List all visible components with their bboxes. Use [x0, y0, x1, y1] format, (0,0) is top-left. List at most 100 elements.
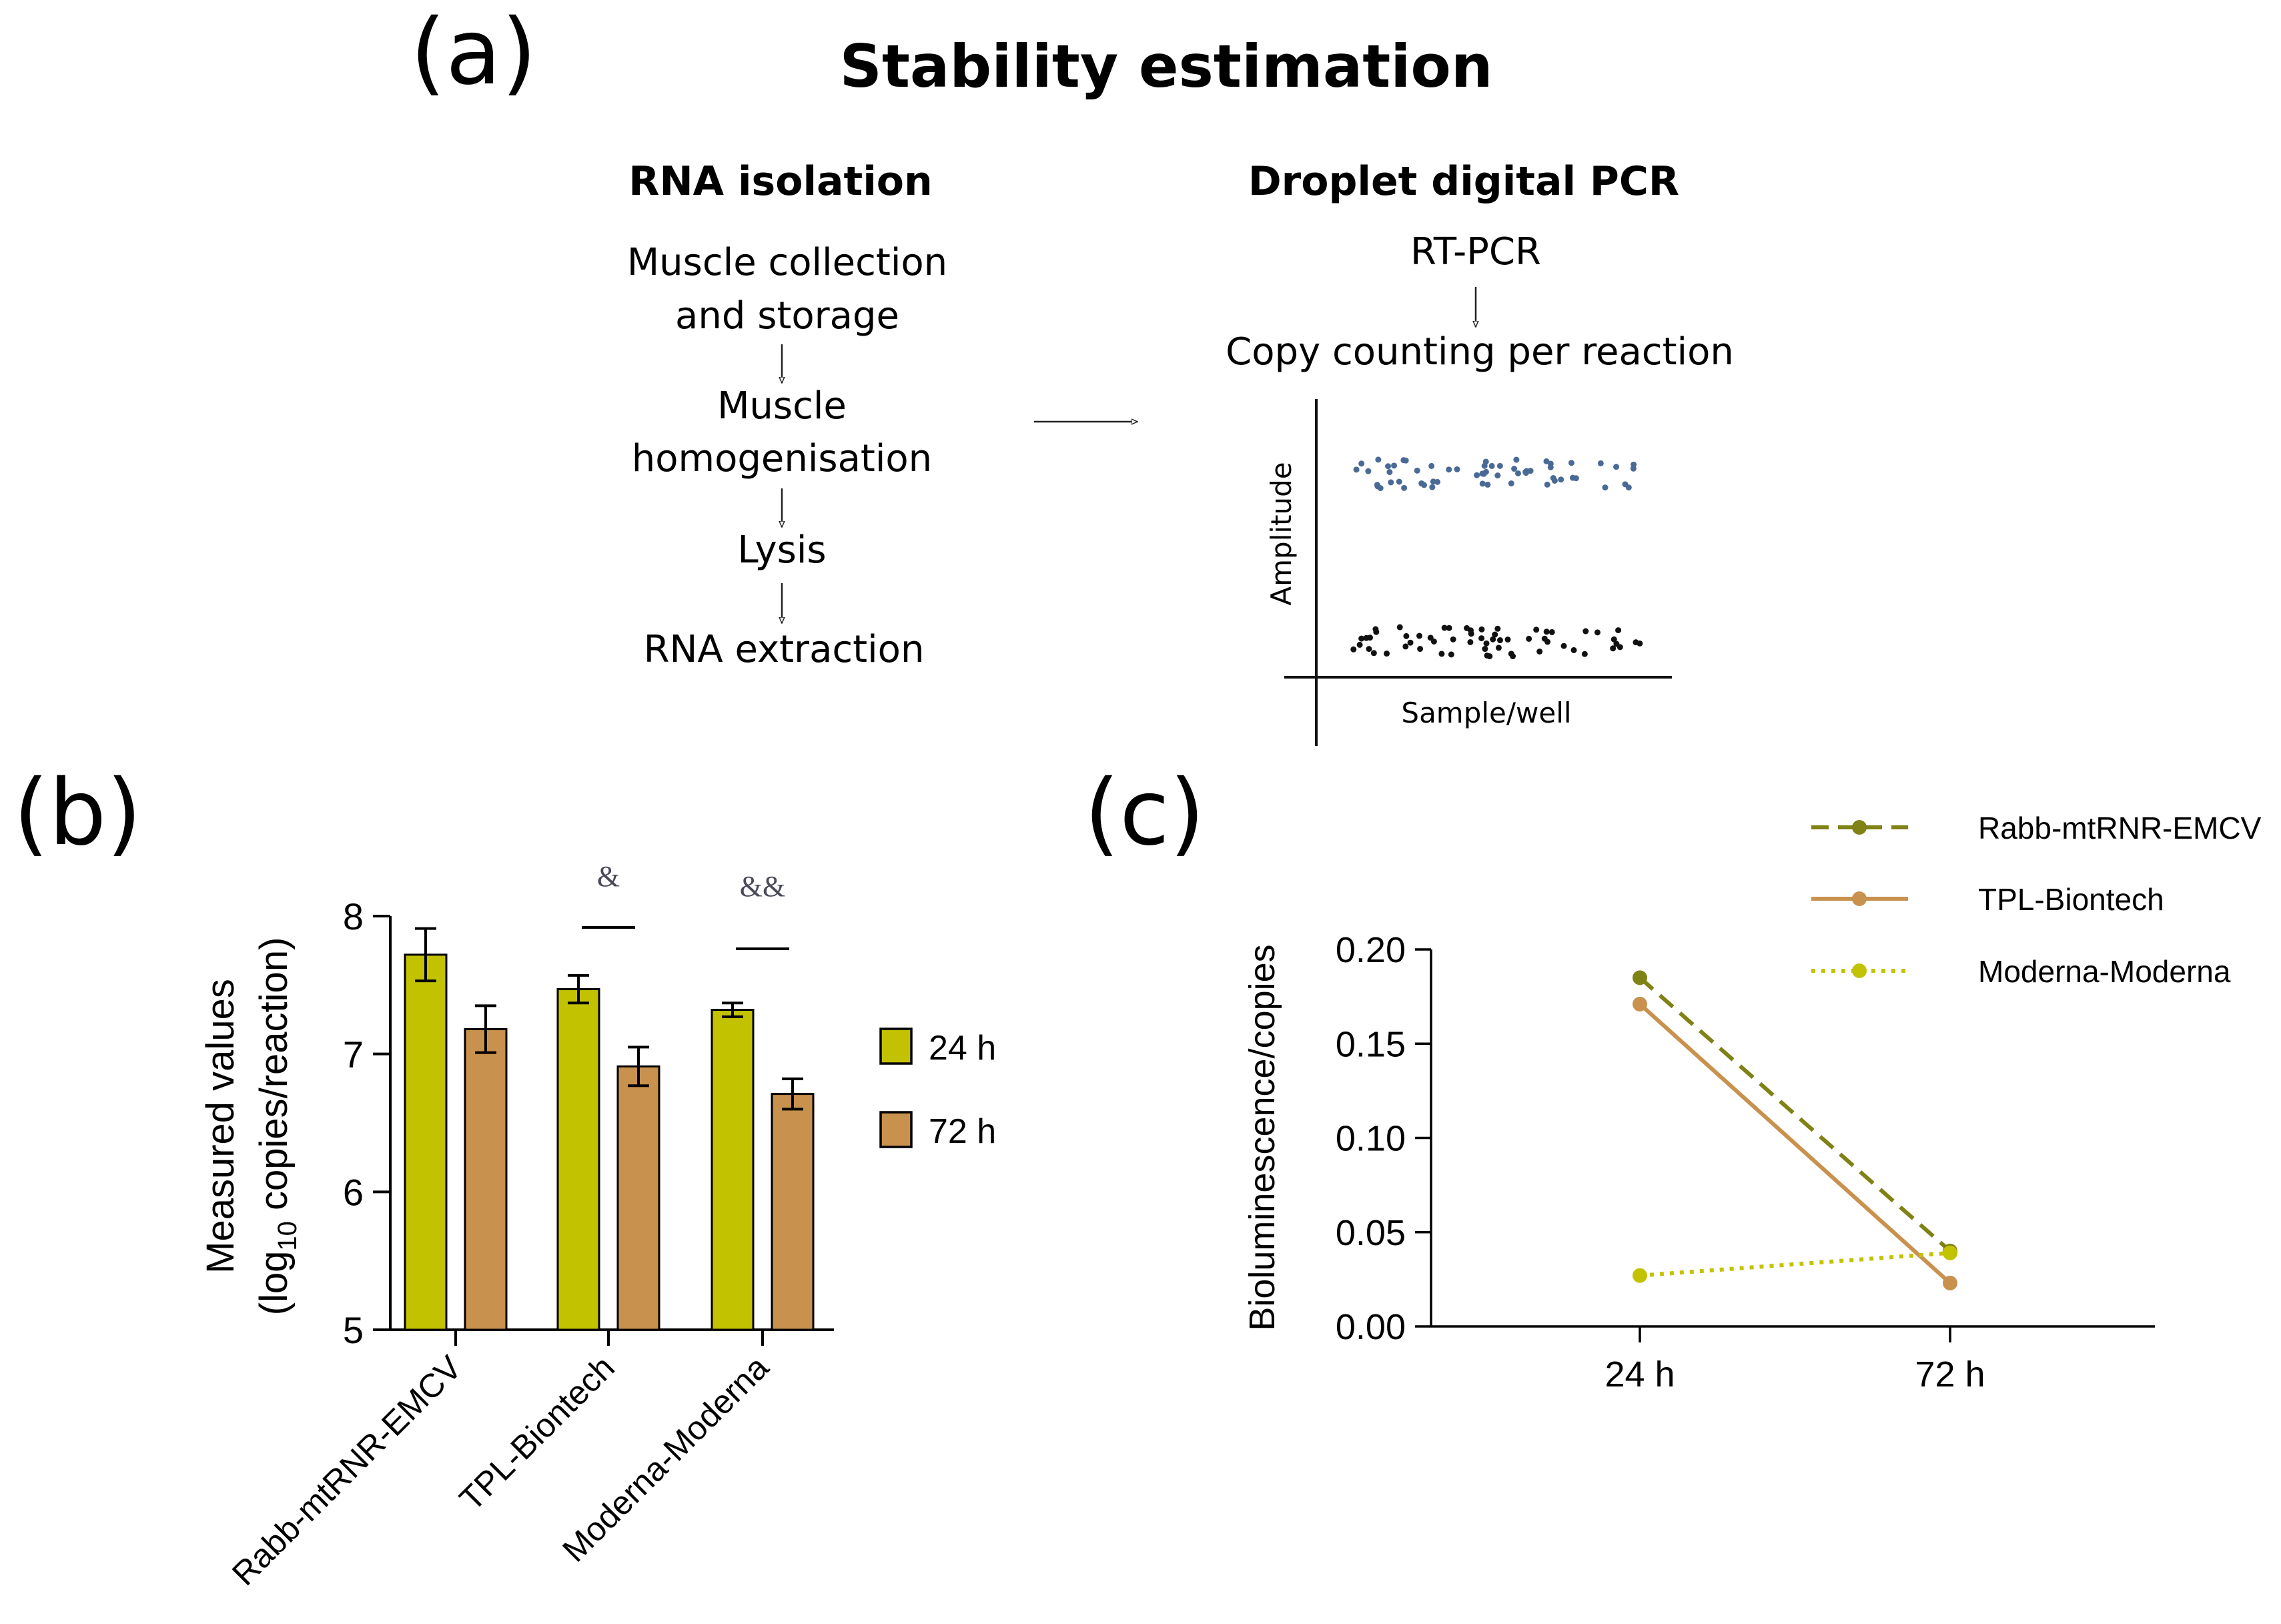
negative-droplet	[1581, 651, 1588, 657]
negative-droplet	[1492, 631, 1498, 638]
negative-droplet	[1396, 624, 1403, 631]
positive-droplet	[1484, 481, 1491, 488]
step-copy-counting: Copy counting per reaction	[1226, 330, 1734, 374]
y-tick-label: 0.00	[1336, 1307, 1406, 1347]
ddpcr-heading: Droplet digital PCR	[1248, 158, 1679, 205]
positive-droplet	[1569, 474, 1576, 481]
positive-droplet	[1602, 484, 1609, 491]
legend-label: 24 h	[929, 1029, 996, 1068]
negative-droplet	[1430, 638, 1437, 645]
negative-droplet	[1533, 627, 1540, 633]
negative-droplet	[1403, 633, 1410, 639]
positive-droplet	[1400, 457, 1407, 464]
negative-droplet	[1450, 636, 1456, 643]
positive-droplet	[1514, 470, 1521, 476]
step-homogenisation-line1: Muscle	[717, 384, 847, 428]
significance-marker: &&	[740, 870, 785, 903]
data-point	[1943, 1245, 1957, 1260]
positive-droplet	[1527, 468, 1534, 474]
legend-label: Moderna-Moderna	[1978, 954, 2231, 989]
legend-label: Rabb-mtRNR-EMCV	[1978, 811, 2262, 845]
x-tick-label: 24 h	[1605, 1354, 1675, 1394]
panel-b: (b) 5 6 7 8 Measured values(log10 copies/rea…	[13, 761, 996, 1593]
negative-droplet	[1543, 629, 1550, 635]
positive-droplet	[1358, 460, 1365, 467]
data-point	[1633, 1268, 1647, 1283]
negative-droplet	[1478, 626, 1485, 633]
negative-droplet	[1448, 651, 1454, 658]
step-rna-extraction: RNA extraction	[644, 628, 925, 671]
positive-droplet	[1388, 479, 1394, 486]
positive-droplet	[1429, 484, 1436, 490]
rna-isolation-heading: RNA isolation	[628, 158, 932, 205]
negative-droplet	[1548, 629, 1555, 635]
series-line	[1638, 1002, 1952, 1285]
negative-droplet	[1611, 636, 1617, 643]
legend-marker	[1852, 820, 1867, 835]
negative-droplet	[1560, 643, 1567, 649]
y-tick-label: 0.10	[1336, 1119, 1406, 1159]
positive-droplet	[1558, 476, 1564, 483]
positive-droplet	[1428, 462, 1435, 469]
series-line	[1639, 976, 1951, 1253]
bar	[556, 988, 600, 1331]
panel-a-label: (a)	[410, 0, 536, 105]
positive-droplet	[1377, 485, 1384, 492]
bar	[404, 953, 448, 1331]
positive-droplet	[1365, 468, 1372, 474]
droplet-points	[1350, 456, 1643, 660]
positive-droplet	[1568, 460, 1574, 466]
negative-droplet	[1373, 629, 1380, 635]
bar	[464, 1028, 508, 1331]
line-chart: 0.00 0.05 0.10 0.15 0.20 24 h 72 h Bioluminesce…	[1242, 811, 2262, 1394]
negative-droplet	[1510, 653, 1516, 660]
y-tick-label: 8	[343, 895, 364, 937]
negative-droplet	[1582, 628, 1589, 635]
negative-droplet	[1526, 635, 1532, 642]
negative-droplet	[1570, 647, 1577, 653]
negative-droplet	[1468, 631, 1474, 637]
y-axis-label-line2: (log10 copies/reaction)	[252, 937, 302, 1316]
droplet-ylabel: Amplitude	[1265, 462, 1298, 605]
y-tick-label: 0.15	[1336, 1024, 1406, 1064]
positive-droplet	[1375, 456, 1382, 463]
positive-droplet	[1494, 472, 1501, 479]
x-tick-label: 72 h	[1915, 1354, 1985, 1394]
bar	[616, 1065, 660, 1331]
negative-droplet	[1427, 635, 1434, 641]
negative-droplet	[1407, 639, 1414, 646]
positive-droplet	[1454, 466, 1460, 472]
negative-droplet	[1438, 651, 1445, 657]
positive-droplet	[1482, 468, 1489, 475]
negative-droplet	[1613, 641, 1620, 647]
legend-swatch	[879, 1111, 913, 1148]
positive-droplet	[1446, 466, 1452, 473]
negative-droplet	[1356, 641, 1363, 648]
negative-droplet	[1541, 635, 1548, 642]
positive-droplet	[1522, 470, 1529, 476]
panel-c: (c) 0.00 0.05 0.10 0.15 0.20 24 h 72 h Biolumin…	[1084, 761, 2262, 1394]
negative-droplet	[1486, 653, 1493, 660]
droplet-plot: Amplitude Sample/well	[1265, 399, 1672, 746]
positive-droplet	[1401, 484, 1408, 491]
positive-droplet	[1396, 478, 1402, 485]
step-homogenisation-line2: homogenisation	[632, 437, 932, 480]
negative-droplet	[1384, 651, 1390, 657]
negative-droplet	[1483, 640, 1490, 647]
positive-droplet	[1482, 458, 1489, 465]
negative-droplet	[1594, 629, 1601, 636]
negative-droplet	[1490, 636, 1496, 643]
positive-droplet	[1630, 465, 1637, 472]
negative-droplet	[1495, 645, 1502, 651]
negative-droplet	[1478, 635, 1485, 642]
y-tick-label: 0.05	[1336, 1213, 1406, 1253]
positive-droplet	[1386, 469, 1393, 476]
negative-droplet	[1441, 625, 1448, 631]
negative-droplet	[1366, 646, 1372, 653]
negative-droplet	[1504, 637, 1511, 643]
positive-droplet	[1513, 456, 1520, 463]
negative-droplet	[1633, 639, 1639, 646]
y-tick-label: 5	[343, 1309, 364, 1351]
positive-droplet	[1508, 480, 1514, 487]
positive-droplet	[1391, 462, 1398, 469]
